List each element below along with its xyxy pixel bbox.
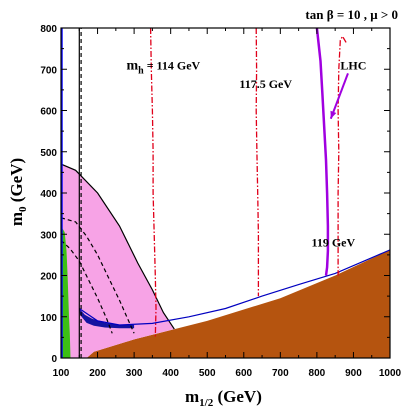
line-wmap-strip-upper — [78, 249, 390, 326]
region-green-region — [61, 226, 71, 358]
y-tick-label: 400 — [40, 189, 57, 200]
chart-title: tan β = 10 , μ > 0 — [305, 7, 398, 22]
y-axis-label-sub: 0 — [17, 206, 29, 212]
x-tick-label: 100 — [53, 368, 70, 379]
y-tick-label: 800 — [40, 24, 57, 35]
x-tick-label: 1000 — [379, 368, 402, 379]
y-tick-label: 0 — [51, 354, 57, 365]
x-tick-label: 700 — [272, 368, 289, 379]
x-tick-label: 900 — [345, 368, 362, 379]
x-tick-label: 600 — [235, 368, 252, 379]
axis-ticks: 100 200 300 400 500 600 700 800 900 1000 0 100 200 30… — [40, 24, 401, 379]
annotation-label: LHC — [340, 58, 366, 72]
region-charged-lsp — [86, 249, 390, 358]
annotations: mh = 114 GeV 117.5 GeV LHC 119 GeV — [126, 58, 366, 249]
x-tick-label: 400 — [162, 368, 179, 379]
y-tick-label: 500 — [40, 148, 57, 159]
y-tick-label: 100 — [40, 313, 57, 324]
y-tick-label: 200 — [40, 272, 57, 283]
x-tick-label: 300 — [126, 368, 143, 379]
x-axis-label: m1/2 (GeV) — [185, 387, 262, 409]
line-mh-119 — [337, 34, 347, 276]
y-axis-label: m0 (GeV) — [7, 158, 29, 226]
lhc-arrow — [329, 73, 349, 120]
annotation-label: 119 GeV — [312, 236, 356, 250]
x-axis-label-sub: 1/2 — [199, 397, 214, 409]
x-tick-label: 800 — [309, 368, 326, 379]
x-tick-label: 200 — [89, 368, 106, 379]
region-coannihilation-strip — [79, 308, 135, 329]
plot-area — [61, 28, 390, 358]
annotation-label: mh = 114 GeV — [126, 58, 200, 76]
region-pink-region — [61, 164, 175, 358]
line-lhc — [315, 28, 330, 276]
line-dashed-contour-2 — [61, 239, 113, 334]
line-mh-114 — [149, 28, 157, 338]
y-tick-label: 300 — [40, 230, 57, 241]
y-tick-label: 600 — [40, 107, 57, 118]
lhc-arrow-head — [330, 110, 337, 119]
line-mh-117.5 — [255, 28, 260, 297]
x-tick-label: 500 — [199, 368, 216, 379]
y-tick-label: 700 — [40, 65, 57, 76]
annotation-label: 117.5 GeV — [239, 77, 292, 91]
